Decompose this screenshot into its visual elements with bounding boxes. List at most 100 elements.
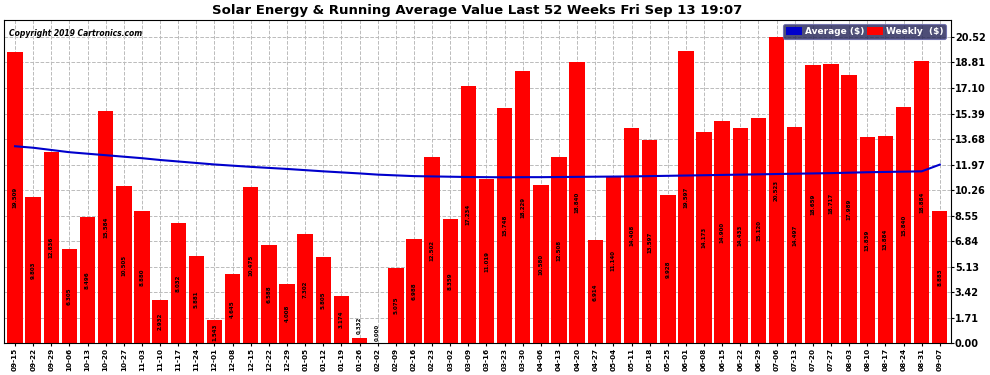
Text: 19.597: 19.597 <box>683 186 688 208</box>
Text: 11.140: 11.140 <box>611 250 616 271</box>
Text: 8.883: 8.883 <box>938 268 942 286</box>
Bar <box>244 187 258 344</box>
Text: 18.840: 18.840 <box>574 192 579 213</box>
Text: 13.839: 13.839 <box>864 230 870 251</box>
Bar <box>297 234 313 344</box>
Bar <box>606 177 621 344</box>
Bar <box>787 127 803 344</box>
Bar <box>569 62 585 344</box>
Text: 17.989: 17.989 <box>846 198 851 220</box>
Text: 1.543: 1.543 <box>212 323 217 340</box>
Bar <box>696 132 712 344</box>
Bar <box>932 211 947 344</box>
Bar <box>769 37 784 344</box>
Bar <box>425 157 440 344</box>
Bar <box>733 128 748 344</box>
Text: 12.508: 12.508 <box>556 239 561 261</box>
Bar <box>551 157 566 344</box>
Text: 4.645: 4.645 <box>230 300 236 318</box>
Text: 14.408: 14.408 <box>629 225 634 246</box>
Bar <box>624 128 640 344</box>
Text: 10.475: 10.475 <box>248 255 253 276</box>
Text: 9.928: 9.928 <box>665 261 670 278</box>
Text: 5.075: 5.075 <box>393 297 398 314</box>
Text: 8.032: 8.032 <box>176 275 181 292</box>
Text: 4.008: 4.008 <box>284 305 289 322</box>
Text: 10.505: 10.505 <box>122 254 127 276</box>
Text: 7.302: 7.302 <box>303 280 308 298</box>
Text: 15.748: 15.748 <box>502 215 507 237</box>
Text: 6.305: 6.305 <box>67 288 72 305</box>
Bar <box>189 256 204 344</box>
Bar <box>588 240 603 344</box>
Bar <box>351 339 367 344</box>
Bar <box>261 245 276 344</box>
Bar <box>135 211 149 344</box>
Bar <box>26 197 41 344</box>
Text: 20.523: 20.523 <box>774 180 779 201</box>
Bar <box>152 300 168 344</box>
Bar <box>225 274 241 344</box>
Text: 8.496: 8.496 <box>85 271 90 289</box>
Text: 0.000: 0.000 <box>375 324 380 341</box>
Text: 6.988: 6.988 <box>412 282 417 300</box>
Bar <box>170 224 186 344</box>
Text: 18.659: 18.659 <box>811 194 816 215</box>
Bar <box>534 185 548 344</box>
Text: 13.597: 13.597 <box>647 231 652 252</box>
Bar <box>44 152 59 344</box>
Bar <box>642 140 657 344</box>
Bar <box>7 52 23 344</box>
Bar <box>805 65 821 344</box>
Text: 5.805: 5.805 <box>321 291 326 309</box>
Text: 2.932: 2.932 <box>157 313 162 330</box>
Bar <box>515 71 531 344</box>
Text: 18.229: 18.229 <box>521 197 526 218</box>
Title: Solar Energy & Running Average Value Last 52 Weeks Fri Sep 13 19:07: Solar Energy & Running Average Value Las… <box>212 4 742 17</box>
Text: 15.840: 15.840 <box>901 214 906 236</box>
Text: 17.234: 17.234 <box>466 204 471 225</box>
Text: 12.502: 12.502 <box>430 240 435 261</box>
Text: 15.584: 15.584 <box>103 216 108 238</box>
Bar <box>406 239 422 344</box>
Text: 6.588: 6.588 <box>266 285 271 303</box>
Text: 15.120: 15.120 <box>756 220 761 241</box>
Bar <box>914 62 930 344</box>
Bar <box>334 296 349 344</box>
Bar <box>497 108 512 344</box>
Bar <box>842 75 856 344</box>
Text: Copyright 2019 Cartronics.com: Copyright 2019 Cartronics.com <box>9 29 143 38</box>
Bar <box>479 179 494 344</box>
Text: 3.174: 3.174 <box>339 311 344 328</box>
Text: 14.173: 14.173 <box>702 227 707 248</box>
Text: 9.803: 9.803 <box>31 261 36 279</box>
Bar <box>98 111 114 344</box>
Bar <box>61 249 77 344</box>
Text: 11.019: 11.019 <box>484 251 489 272</box>
Text: 14.497: 14.497 <box>792 225 797 246</box>
Text: 8.880: 8.880 <box>140 268 145 286</box>
Bar <box>443 219 458 344</box>
Text: 14.433: 14.433 <box>738 225 742 246</box>
Text: 0.332: 0.332 <box>357 316 362 334</box>
Text: 5.881: 5.881 <box>194 291 199 308</box>
Bar <box>207 320 222 344</box>
Bar <box>388 268 404 344</box>
Text: 6.914: 6.914 <box>593 283 598 300</box>
Bar <box>678 51 694 344</box>
Bar <box>715 121 730 344</box>
Bar <box>824 64 839 344</box>
Bar <box>859 137 875 344</box>
Bar <box>316 257 331 344</box>
Bar <box>896 107 911 344</box>
Text: 12.836: 12.836 <box>49 237 53 258</box>
Text: 14.900: 14.900 <box>720 222 725 243</box>
Text: 13.884: 13.884 <box>883 229 888 251</box>
Bar <box>116 186 132 344</box>
Text: 19.509: 19.509 <box>13 187 18 209</box>
Legend: Average ($), Weekly  ($): Average ($), Weekly ($) <box>783 24 946 39</box>
Bar <box>460 86 476 344</box>
Text: 18.717: 18.717 <box>829 193 834 214</box>
Bar <box>660 195 675 344</box>
Bar <box>750 117 766 344</box>
